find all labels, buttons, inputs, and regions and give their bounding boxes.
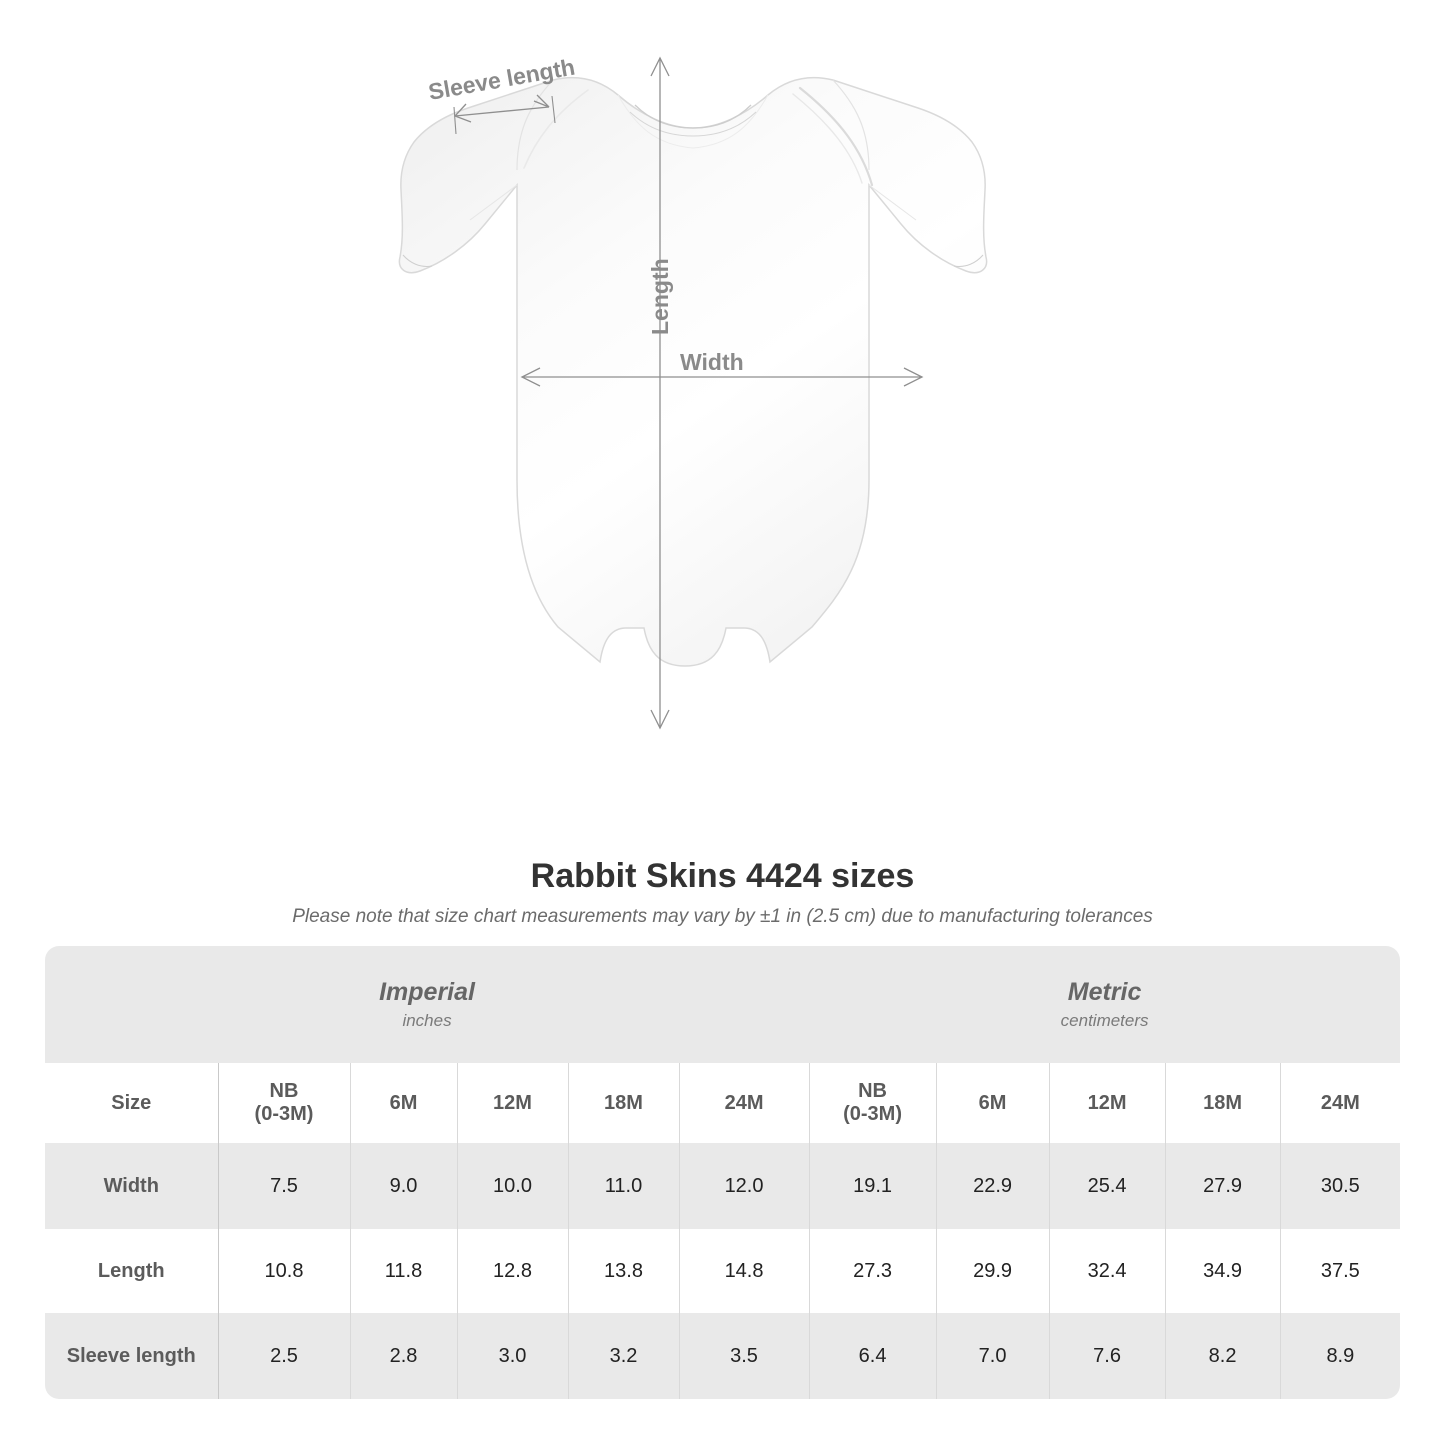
svg-text:Length: Length [647,258,673,335]
svg-text:Sleeve length: Sleeve length [426,54,577,105]
svg-text:Width: Width [680,349,744,375]
